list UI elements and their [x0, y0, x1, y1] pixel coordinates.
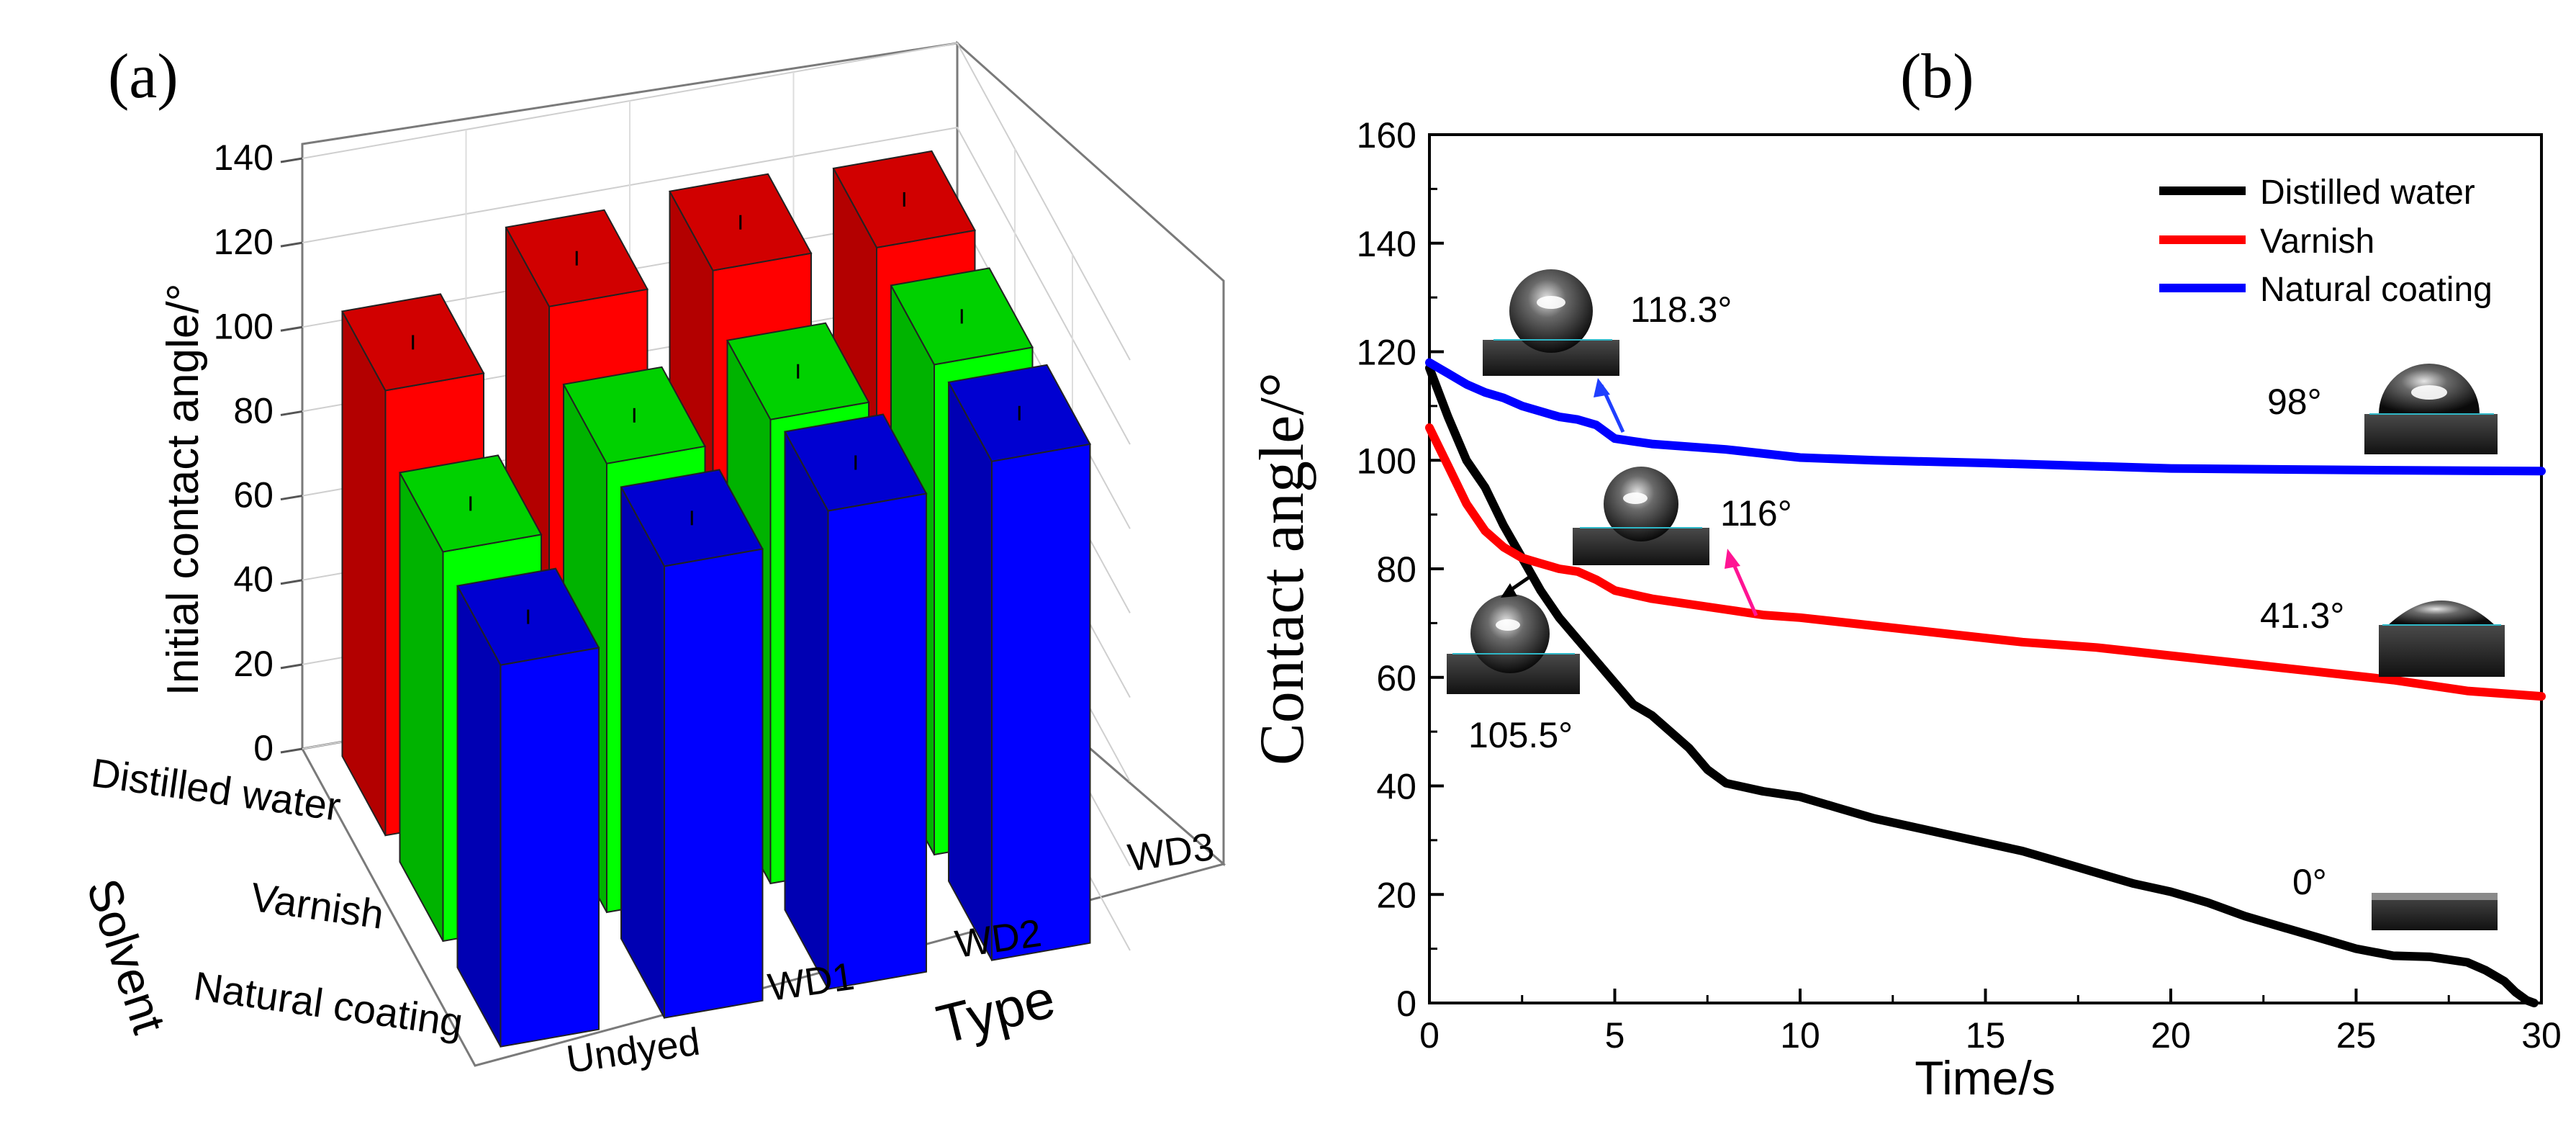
x-tick-label: 10 [1780, 1015, 1820, 1056]
x-tick-label: 30 [2521, 1015, 2562, 1056]
z-tick-label: 0 [253, 728, 274, 768]
y-axis-label: Contact angle/° [1247, 372, 1317, 765]
z-tick [280, 495, 303, 501]
series-line-varnish [1425, 423, 2546, 701]
z-tick-label: 100 [214, 306, 274, 346]
bar-side [948, 382, 993, 961]
arrowhead-black [1501, 583, 1517, 598]
panel-b-line-chart: 0 20 40 60 80 100 120 140 160 0 5 10 15 20 25 30 Contac… [1247, 115, 2562, 1105]
z-tick [280, 325, 303, 332]
bar-wd3-natural-coating [947, 364, 1092, 961]
y-tick-label: 40 [1376, 767, 1416, 807]
bar-side [784, 431, 829, 990]
plot-frame [1428, 133, 2543, 1004]
series-line-natural-coating [1425, 358, 2546, 476]
bar-side [341, 310, 387, 836]
annotation-118-3: 118.3° [1630, 289, 1732, 330]
bar-undyed-natural-coating [456, 567, 600, 1048]
series-line-distilled-water [1425, 364, 2539, 1007]
panel-b-label: (b) [1900, 42, 1974, 112]
annotation-0: 0° [2292, 862, 2327, 902]
bar-front [991, 443, 1091, 961]
droplet-image-red-end [2379, 601, 2505, 677]
legend-label-varnish: Varnish [2260, 222, 2374, 261]
panel-a-z-ticks: 0 20 40 60 80 100 120 140 [214, 138, 303, 768]
bar-wd1-natural-coating [620, 469, 764, 1019]
x-tick-label: 25 [2336, 1015, 2377, 1056]
z-axis-label: Initial contact angle/° [158, 284, 208, 696]
y-tick-label: 120 [1357, 333, 1416, 373]
panel-a-3d-bar-chart: 0 20 40 60 80 100 120 140 Initial contact angle… [77, 40, 1226, 1081]
x-axis-label: Time/s [1915, 1051, 2056, 1105]
droplet-image-blue-end [2364, 364, 2498, 454]
bar-front [827, 492, 927, 990]
x-tick-label: 15 [1966, 1015, 2006, 1056]
arrowhead-magenta [1725, 549, 1740, 569]
x-tick-label: 20 [2151, 1015, 2191, 1056]
panel-a-bars [340, 150, 1092, 1048]
y-tick-label: 60 [1376, 658, 1416, 698]
x-tick-label: 5 [1605, 1015, 1625, 1056]
droplet-image-red-start [1573, 467, 1709, 565]
y-tick-label: 140 [1357, 224, 1416, 264]
y-tick-label: 100 [1357, 441, 1416, 481]
bar-side [456, 585, 502, 1048]
z-tick [280, 579, 303, 585]
bar-front [664, 548, 764, 1019]
legend-label-distilled-water: Distilled water [2260, 174, 2475, 212]
y-tick-label: 0 [1396, 984, 1416, 1024]
bar-front [500, 647, 600, 1048]
z-tick-label: 60 [233, 475, 274, 516]
y-tick-label: 80 [1376, 549, 1416, 590]
bar-side [620, 486, 665, 1019]
z-tick [280, 241, 303, 248]
z-tick [280, 663, 303, 670]
annotation-116: 116° [1720, 493, 1792, 534]
droplet-image-black-start [1447, 594, 1580, 694]
legend: Distilled water Varnish Natural coating [2159, 174, 2493, 309]
x-tick-label: 0 [1419, 1015, 1440, 1056]
y-tick-label: 20 [1376, 875, 1416, 915]
z-tick-label: 80 [233, 390, 274, 431]
annotation-41-3: 41.3° [2260, 595, 2344, 636]
legend-label-natural-coating: Natural coating [2260, 271, 2493, 309]
z-tick-label: 120 [214, 222, 274, 262]
z-tick-label: 20 [233, 644, 274, 684]
bar-side [399, 472, 444, 942]
z-tick-label: 40 [233, 559, 274, 600]
y-tick-label: 160 [1357, 115, 1416, 156]
solvent-label-varnish: Varnish [248, 874, 387, 937]
type-axis-label: Type [931, 968, 1061, 1056]
bar-wd2-natural-coating [783, 413, 928, 990]
droplet-image-blue-start [1483, 269, 1619, 376]
z-tick [280, 410, 303, 416]
arrow-magenta [1729, 557, 1758, 617]
panel-a-label: (a) [108, 42, 178, 112]
solvent-label-distilled-water: Distilled water [89, 750, 343, 829]
arrowhead-blue [1594, 378, 1610, 397]
annotation-105-5: 105.5° [1468, 715, 1573, 755]
z-tick [280, 747, 303, 754]
droplet-image-black-end [2372, 893, 2498, 930]
panel-b-ticks: 0 20 40 60 80 100 120 140 160 0 5 10 15 20 25 30 [1357, 115, 2562, 1056]
panel-b-series [1425, 358, 2546, 1007]
z-tick-label: 140 [214, 138, 274, 178]
z-tick [280, 157, 303, 163]
solvent-axis-label: Solvent [77, 872, 176, 1039]
annotation-98: 98° [2267, 382, 2322, 422]
